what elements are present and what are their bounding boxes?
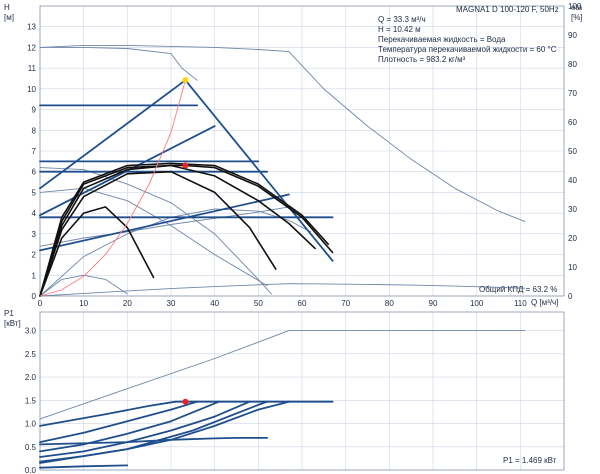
y-tick-label: 0.5 <box>25 443 37 452</box>
curve-main-9 <box>39 125 216 217</box>
y-tick-label: 5 <box>32 188 37 197</box>
curve-black-15 <box>39 206 155 297</box>
efficiency-label: Общий КПД = 63.2 % <box>479 285 557 294</box>
y-tick-label: 3.0 <box>25 327 37 336</box>
power-label: P1 = 1.469 кВт <box>503 456 557 465</box>
marker-point <box>182 162 189 169</box>
curve-black-16 <box>39 170 277 297</box>
curve-thin-0 <box>39 330 526 420</box>
curve-main-2 <box>39 400 199 444</box>
curve-black-18 <box>39 164 334 297</box>
y-tick-label: 6 <box>32 168 37 177</box>
y-axis-label-h: H <box>4 3 10 12</box>
curve-thin-1 <box>39 46 198 81</box>
curve-thin-0 <box>39 44 526 222</box>
curve-thin-6 <box>39 187 268 287</box>
curve-main-4 <box>39 400 251 458</box>
curve-main-8 <box>39 464 129 469</box>
info-line-h: H = 10.42 м <box>378 25 421 34</box>
info-line-density: Плотность = 983.2 кг/м³ <box>378 55 466 64</box>
y-axis-unit-p1: [кВт] <box>4 319 21 328</box>
curve-main-14 <box>39 193 290 252</box>
y-tick-label: 11 <box>28 64 37 73</box>
curve-thin-4 <box>39 274 128 297</box>
y-axis-unit-eta: [%] <box>571 13 583 22</box>
bottom-plot-frame <box>39 311 565 471</box>
curve-thin-3 <box>39 208 312 297</box>
curve-thin-7 <box>39 206 290 247</box>
marker-point <box>182 398 189 405</box>
x-axis-label-q: Q [м³/ч] <box>531 298 558 307</box>
curve-main-1 <box>39 400 334 427</box>
y-tick-label: 1.5 <box>25 396 37 405</box>
y-right-tick-label: 10 <box>568 263 577 272</box>
y-right-tick-label: 90 <box>568 31 577 40</box>
y-tick-label: 10 <box>27 85 36 94</box>
y-tick-label: 2.0 <box>25 373 37 382</box>
info-line-temperature: Температура перекачиваемой жидкости = 60… <box>378 45 557 54</box>
x-tick-label: 110 <box>514 299 527 308</box>
curve-main-7 <box>39 436 269 446</box>
y-right-tick-label: 50 <box>568 147 577 156</box>
y-right-tick-label: 100 <box>568 2 582 11</box>
top-plot-frame <box>39 5 565 297</box>
y-right-tick-label: 0 <box>568 292 573 301</box>
y-tick-label: 4 <box>32 209 37 218</box>
bottom-chart-curves <box>39 330 526 469</box>
x-tick-label: 70 <box>341 299 350 308</box>
x-tick-label: 0 <box>38 299 43 308</box>
x-tick-label: 40 <box>210 299 219 308</box>
y-tick-label: 0.0 <box>25 466 37 474</box>
info-line-fluid: Перекачиваемая жидкость = Вода <box>378 35 506 44</box>
y-right-tick-label: 20 <box>568 234 577 243</box>
bottom-chart-points <box>182 398 189 405</box>
marker-duty <box>182 77 189 84</box>
y-tick-label: 9 <box>32 106 37 115</box>
y-tick-label: 1 <box>32 271 37 280</box>
y-axis-label-p1: P1 <box>4 309 14 318</box>
curve-main-3 <box>39 400 220 453</box>
chart-title: MAGNA1 D 100-120 F, 50Hz <box>456 5 559 14</box>
y-tick-label: 13 <box>27 23 36 32</box>
x-tick-label: 30 <box>167 299 176 308</box>
curve-thin-5 <box>39 167 272 295</box>
y-right-tick-label: 80 <box>568 60 577 69</box>
y-tick-label: 0 <box>32 292 37 301</box>
y-tick-label: 12 <box>27 43 36 52</box>
y-tick-label: 2.5 <box>25 350 37 359</box>
x-tick-label: 20 <box>123 299 132 308</box>
curve-thin-2 <box>39 283 526 297</box>
x-tick-label: 90 <box>429 299 438 308</box>
bottom-chart-grid: 0.0 0.5 1.0 1.5 2.0 2.5 3.0 <box>25 312 564 474</box>
info-line-q: Q = 33.3 м³/ч <box>378 15 426 24</box>
x-tick-label: 60 <box>298 299 307 308</box>
x-tick-label: 10 <box>79 299 88 308</box>
x-tick-label: 80 <box>385 299 394 308</box>
x-tick-label: 100 <box>470 299 484 308</box>
y-right-tick-label: 40 <box>568 176 577 185</box>
y-right-tick-label: 70 <box>568 89 577 98</box>
top-chart-points <box>182 77 189 169</box>
curve-main-6 <box>39 400 269 464</box>
y-tick-label: 3 <box>32 230 37 239</box>
y-right-tick-label: 60 <box>568 118 577 127</box>
y-tick-label: 1.0 <box>25 420 37 429</box>
y-tick-label: 2 <box>32 251 37 260</box>
curve-system-20 <box>39 79 186 297</box>
y-axis-label-eta: eta <box>571 3 583 12</box>
curve-black-19 <box>39 162 330 297</box>
y-right-tick-label: 30 <box>568 205 577 214</box>
top-chart-curves <box>39 44 526 297</box>
y-tick-label: 7 <box>32 147 37 156</box>
y-axis-unit-h: [м] <box>4 13 14 22</box>
x-tick-label: 50 <box>254 299 263 308</box>
y-tick-label: 8 <box>32 126 37 135</box>
